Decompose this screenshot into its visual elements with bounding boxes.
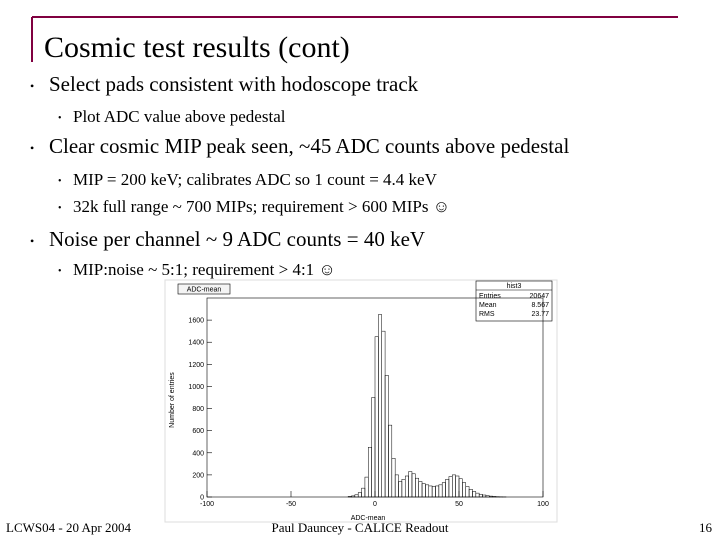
stats-box: [475, 280, 553, 322]
x-tick-label: -100: [200, 501, 214, 508]
bullet-dot: •: [30, 79, 34, 93]
y-tick-label: 400: [192, 450, 204, 457]
slide-title: Cosmic test results (cont): [44, 31, 350, 64]
stats-label: RMS: [479, 311, 495, 318]
histogram-plot: ADC-mean hist3 Number of entries ADC-mea…: [164, 279, 558, 523]
bullet: Select pads consistent with hodoscope tr…: [49, 72, 419, 96]
sub-bullet: MIP:noise ~ 5:1; requirement > 4:1 ☺: [73, 260, 336, 279]
y-axis-label: Number of entries: [169, 372, 176, 428]
x-axis-label: ADC-mean: [351, 515, 386, 522]
bullet-dot: •: [58, 113, 62, 124]
footer-center: Paul Dauncey - CALICE Readout: [272, 520, 449, 535]
bullet-dot: •: [58, 266, 62, 277]
x-tick-label: 0: [373, 501, 377, 508]
sub-bullet: 32k full range ~ 700 MIPs; requirement >…: [73, 197, 450, 216]
y-tick-label: 1200: [188, 362, 204, 369]
stats-value: 8.567: [531, 302, 549, 309]
bullet: Noise per channel ~ 9 ADC counts = 40 ke…: [49, 227, 425, 251]
stats-value: 20647: [530, 293, 550, 300]
bullet-dot: •: [58, 176, 62, 187]
stats-title: hist3: [507, 283, 522, 290]
bullet-dot: •: [30, 234, 34, 248]
y-tick-label: 1000: [188, 384, 204, 391]
sub-bullet: Plot ADC value above pedestal: [73, 107, 286, 126]
y-tick-label: 600: [192, 428, 204, 435]
stats-label: Entries: [479, 293, 501, 300]
x-tick-label: 50: [455, 501, 463, 508]
footer-left: LCWS04 - 20 Apr 2004: [6, 520, 131, 535]
plot-title-box: [177, 283, 231, 295]
y-tick-label: 0: [200, 495, 204, 502]
bullets: • Select pads consistent with hodoscope …: [30, 72, 569, 279]
sub-bullet: MIP = 200 keV; calibrates ADC so 1 count…: [73, 170, 438, 189]
bullet-dot: •: [58, 203, 62, 214]
y-tick-label: 1400: [188, 340, 204, 347]
y-tick-label: 800: [192, 406, 204, 413]
y-tick-label: 1600: [188, 318, 204, 325]
x-tick-label: 100: [537, 501, 549, 508]
x-tick-label: -50: [286, 501, 296, 508]
plot-title: ADC-mean: [187, 287, 222, 294]
bullet: Clear cosmic MIP peak seen, ~45 ADC coun…: [49, 134, 569, 158]
bullet-dot: •: [30, 141, 34, 155]
stats-label: Mean: [479, 302, 497, 309]
stats-value: 23.77: [531, 311, 549, 318]
page-number: 16: [699, 520, 713, 535]
y-tick-label: 200: [192, 472, 204, 479]
